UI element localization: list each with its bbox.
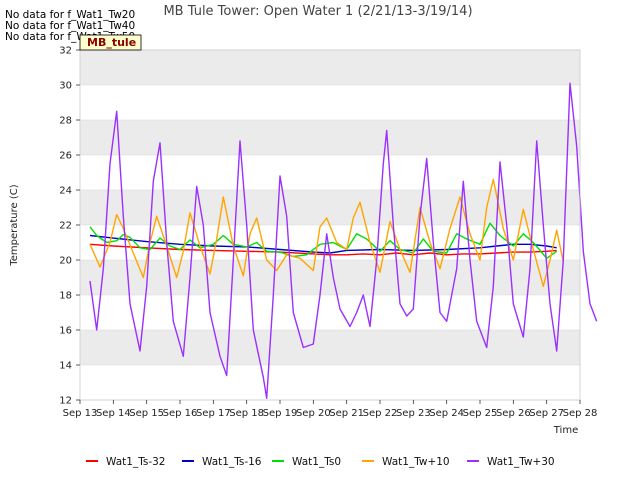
x-tick-label: Sep 14 <box>96 408 131 419</box>
legend-label: Wat1_Ts-32 <box>106 456 166 468</box>
x-tick-label: Sep 26 <box>496 408 531 419</box>
y-tick-label: 24 <box>59 186 72 197</box>
x-tick-label: Sep 28 <box>563 408 598 419</box>
x-tick-label: Sep 22 <box>363 408 398 419</box>
legend-label: Wat1_Tw+10 <box>382 456 450 468</box>
site-badge: MB_tule <box>79 34 142 51</box>
no-data-message: No data for f_Wat1_Tw40 <box>5 20 135 32</box>
plot-band <box>80 260 580 295</box>
legend-label: Wat1_Ts-16 <box>202 456 262 468</box>
y-tick-label: 22 <box>59 221 72 232</box>
legend-label: Wat1_Ts0 <box>292 456 341 468</box>
x-tick-label: Sep 20 <box>296 408 331 419</box>
x-axis-label: Time <box>553 425 578 436</box>
x-tick-label: Sep 13 <box>63 408 98 419</box>
y-axis-label: Temperature (C) <box>9 184 20 266</box>
y-tick-label: 14 <box>59 361 72 372</box>
y-tick-label: 26 <box>59 151 72 162</box>
badge-label: MB_tule <box>87 36 136 49</box>
series-line-Wat1_Ts0 <box>89 222 558 259</box>
legend: Wat1_Ts-32 Wat1_Ts-16 Wat1_Ts0 Wat1_Tw+10 Wa… <box>86 456 555 468</box>
x-tick-label: Sep 23 <box>396 408 431 419</box>
x-tick-label: Sep 27 <box>529 408 564 419</box>
y-tick-label: 20 <box>59 256 72 267</box>
chart-title: MB Tule Tower: Open Water 1 (2/21/13-3/1… <box>163 4 472 19</box>
x-tick-label: Sep 24 <box>429 408 464 419</box>
y-tick-label: 28 <box>59 116 72 127</box>
series-layer <box>89 82 598 399</box>
y-tick-label: 30 <box>59 81 72 92</box>
x-tick-label: Sep 17 <box>196 408 231 419</box>
x-tick-label: Sep 21 <box>329 408 364 419</box>
x-tick-label: Sep 25 <box>463 408 498 419</box>
x-tick-label: Sep 16 <box>163 408 198 419</box>
x-tick-label: Sep 19 <box>263 408 298 419</box>
y-tick-label: 12 <box>59 396 72 407</box>
series-line-Wat1_Tw+30 <box>89 82 598 399</box>
plot-band <box>80 330 580 365</box>
no-data-message: No data for f_Wat1_Tw20 <box>5 9 135 21</box>
plot-band <box>80 50 580 85</box>
y-tick-label: 16 <box>59 326 72 337</box>
x-tick-label: Sep 15 <box>129 408 164 419</box>
y-tick-label: 32 <box>59 46 72 57</box>
x-tick-label: Sep 18 <box>229 408 264 419</box>
legend-label: Wat1_Tw+30 <box>487 456 555 468</box>
y-tick-label: 18 <box>59 291 72 302</box>
series-line-Wat1_Tw+10 <box>89 178 564 287</box>
series-line-Wat1_Ts-16 <box>89 234 557 254</box>
plot-band <box>80 120 580 155</box>
